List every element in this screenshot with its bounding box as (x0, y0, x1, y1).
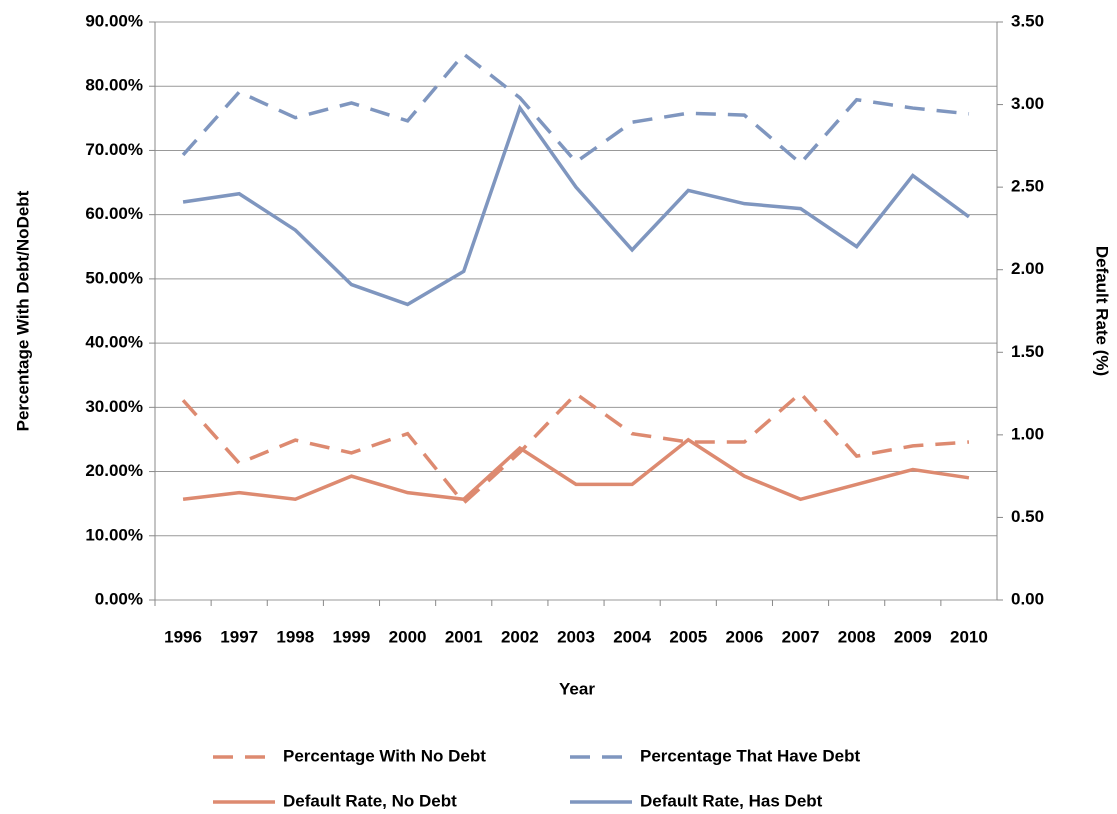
legend-label: Percentage That Have Debt (640, 746, 860, 765)
y-axis-label: Percentage With Debt/NoDebt (13, 190, 32, 431)
y-tick-label: 10.00% (85, 525, 143, 544)
y2-tick-label: 2.50 (1011, 177, 1044, 196)
y2-tick-label: 1.00 (1011, 424, 1044, 443)
y-tick-label: 80.00% (85, 76, 143, 95)
x-tick-label: 2006 (725, 627, 763, 646)
y2-tick-label: 0.00 (1011, 589, 1044, 608)
y-tick-label: 70.00% (85, 140, 143, 159)
legend-label: Default Rate, Has Debt (640, 791, 823, 810)
x-tick-label: 2004 (613, 627, 651, 646)
y-tick-label: 40.00% (85, 333, 143, 352)
y2-tick-label: 0.50 (1011, 507, 1044, 526)
x-tick-label: 2000 (389, 627, 427, 646)
y-tick-label: 20.00% (85, 461, 143, 480)
x-tick-label: 1999 (333, 627, 371, 646)
x-tick-label: 2010 (950, 627, 988, 646)
y-tick-label: 50.00% (85, 268, 143, 287)
x-tick-label: 2008 (838, 627, 876, 646)
x-tick-label: 2005 (669, 627, 707, 646)
y-tick-label: 30.00% (85, 397, 143, 416)
x-axis-label: Year (559, 679, 595, 698)
legend-label: Percentage With No Debt (283, 746, 486, 765)
y2-axis-label: Default Rate (%) (1093, 246, 1112, 376)
y-tick-label: 90.00% (85, 11, 143, 30)
x-tick-label: 1996 (164, 627, 202, 646)
y2-tick-label: 3.50 (1011, 11, 1044, 30)
y2-tick-label: 2.00 (1011, 259, 1044, 278)
x-tick-label: 1998 (276, 627, 314, 646)
x-tick-label: 2001 (445, 627, 483, 646)
y2-tick-label: 3.00 (1011, 94, 1044, 113)
legend-label: Default Rate, No Debt (283, 791, 457, 810)
x-tick-label: 2007 (782, 627, 820, 646)
y2-tick-label: 1.50 (1011, 342, 1044, 361)
x-tick-label: 2002 (501, 627, 539, 646)
x-tick-label: 2009 (894, 627, 932, 646)
series-line (181, 390, 970, 506)
x-tick-label: 2003 (557, 627, 595, 646)
series-line (181, 51, 970, 166)
y-tick-label: 60.00% (85, 204, 143, 223)
x-tick-label: 1997 (220, 627, 258, 646)
series-line (182, 437, 970, 502)
series-line (182, 104, 970, 307)
y-tick-label: 0.00% (95, 589, 143, 608)
